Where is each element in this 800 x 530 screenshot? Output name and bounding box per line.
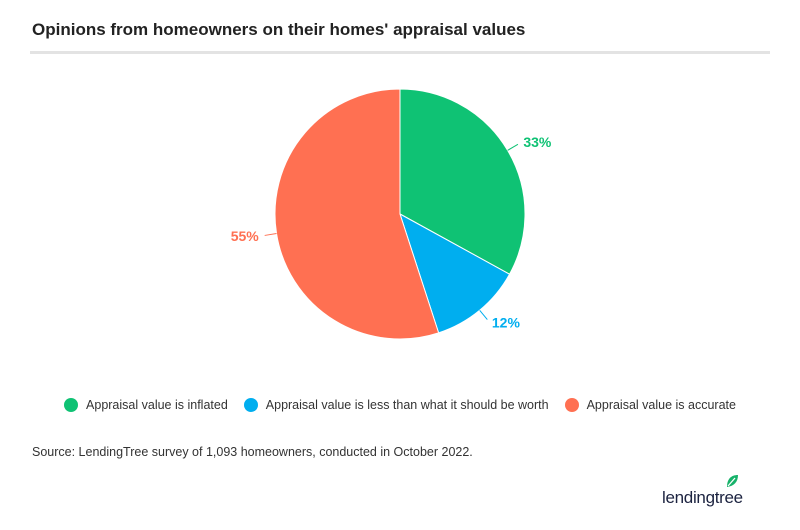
legend-swatch: [564, 398, 579, 412]
legend: Appraisal value is inflated Appraisal va…: [0, 398, 800, 412]
data-label: 55%: [231, 228, 260, 244]
pie-slice: [274, 88, 440, 340]
chart-title: Opinions from homeowners on their homes'…: [32, 20, 526, 39]
leaf-icon: [727, 475, 738, 487]
legend-item-inflated: Appraisal value is inflated: [64, 398, 228, 412]
label-leader-line: [507, 143, 519, 151]
legend-swatch: [243, 398, 258, 412]
pie-slice: [399, 212, 511, 334]
legend-swatch: [64, 398, 79, 412]
data-label: 12%: [492, 315, 521, 331]
data-label: 33%: [523, 134, 552, 150]
legend-item-accurate: Appraisal value is accurate: [564, 398, 736, 412]
label-leader-line: [264, 233, 277, 236]
label-leader-line: [479, 309, 488, 320]
title-divider: [30, 51, 770, 54]
legend-item-less: Appraisal value is less than what it sho…: [243, 398, 549, 412]
source-note: Source: LendingTree survey of 1,093 home…: [32, 445, 473, 459]
lendingtree-logo: lendingtree: [662, 488, 743, 507]
legend-label: Appraisal value is accurate: [586, 398, 736, 412]
pie-slice: [399, 88, 526, 275]
legend-label: Appraisal value is less than what it sho…: [265, 398, 549, 412]
legend-label: Appraisal value is inflated: [86, 398, 228, 412]
